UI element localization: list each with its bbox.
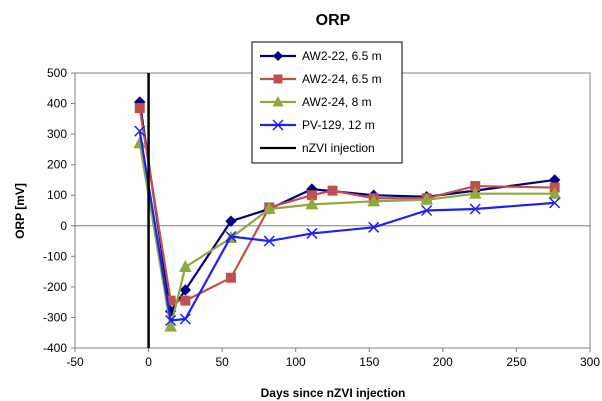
- y-tick-label: 400: [47, 97, 67, 111]
- data-point: [420, 192, 433, 205]
- data-point: [164, 319, 177, 332]
- x-axis-title: Days since nZVI injection: [261, 386, 406, 400]
- series-line-3: [138, 143, 555, 327]
- y-tick-label: -200: [43, 280, 67, 294]
- data-point: [165, 314, 177, 327]
- legend-marker: [272, 119, 284, 131]
- data-point: [134, 103, 145, 114]
- data-point: [263, 235, 275, 247]
- x-tick-label: 50: [215, 355, 229, 369]
- data-point-stroke: [179, 313, 191, 325]
- data-point-stroke: [469, 203, 481, 215]
- y-tick-label: 0: [60, 219, 67, 233]
- legend-marker: [273, 74, 283, 84]
- data-point-stroke: [368, 221, 380, 233]
- data-point: [468, 186, 482, 199]
- data-point: [368, 221, 380, 233]
- legend-label: AW2-24, 6.5 m: [302, 72, 382, 86]
- data-point-stroke: [549, 197, 561, 209]
- data-point: [469, 203, 481, 215]
- data-point: [180, 295, 191, 306]
- plot-area: -400 -300 -200 -100 0 100 200 300 400 500 -50 0 50 10…: [43, 66, 600, 369]
- data-point: [549, 197, 561, 209]
- data-point-stroke: [165, 314, 177, 327]
- series-line-4: [138, 130, 555, 322]
- data-point: [134, 125, 146, 137]
- data-point-stroke: [306, 227, 318, 239]
- data-point: [225, 230, 237, 243]
- y-tick-label: -400: [43, 341, 67, 355]
- y-tick-label: 300: [47, 127, 67, 141]
- data-point: [421, 204, 433, 217]
- x-tick-label: 250: [506, 355, 526, 369]
- data-point: [179, 284, 192, 296]
- data-point: [327, 185, 338, 196]
- data-point: [179, 259, 192, 273]
- data-point: [548, 186, 562, 199]
- legend-marker: [273, 51, 283, 61]
- x-tick-label: 0: [145, 355, 152, 369]
- legend-label: PV-129, 12 m: [302, 118, 375, 132]
- data-point: [225, 272, 236, 283]
- data-point: [367, 194, 381, 207]
- data-point: [306, 227, 318, 239]
- y-axis-title: ORP [mV]: [13, 183, 27, 239]
- data-point-stroke: [421, 204, 433, 217]
- data-point: [262, 201, 276, 214]
- x-tick-label: 200: [433, 355, 453, 369]
- y-tick-label: -300: [43, 310, 67, 324]
- data-point-stroke: [134, 125, 146, 137]
- data-point-stroke: [263, 235, 275, 247]
- legend-label: AW2-24, 8 m: [302, 95, 372, 109]
- y-tick-label: 200: [47, 158, 67, 172]
- legend-marker: [272, 96, 284, 107]
- data-point: [305, 197, 319, 210]
- x-tick-label: 150: [359, 355, 379, 369]
- legend: AW2-22, 6.5 m AW2-24, 6.5 m AW2-24, 8 m PV-…: [251, 41, 403, 164]
- x-tick-label: 100: [286, 355, 306, 369]
- y-tick-label: 100: [47, 188, 67, 202]
- y-tick-label: -100: [43, 249, 67, 263]
- x-tick-label: -50: [66, 355, 84, 369]
- chart-title: ORP: [316, 12, 351, 29]
- data-point: [179, 313, 191, 325]
- y-tick-label: 500: [47, 66, 67, 80]
- x-tick-label: 300: [580, 355, 600, 369]
- data-point-stroke: [225, 230, 237, 243]
- legend-label: nZVI injection: [302, 141, 375, 155]
- data-point: [225, 215, 237, 227]
- legend-label: AW2-22, 6.5 m: [302, 49, 382, 63]
- legend-box: [251, 41, 403, 164]
